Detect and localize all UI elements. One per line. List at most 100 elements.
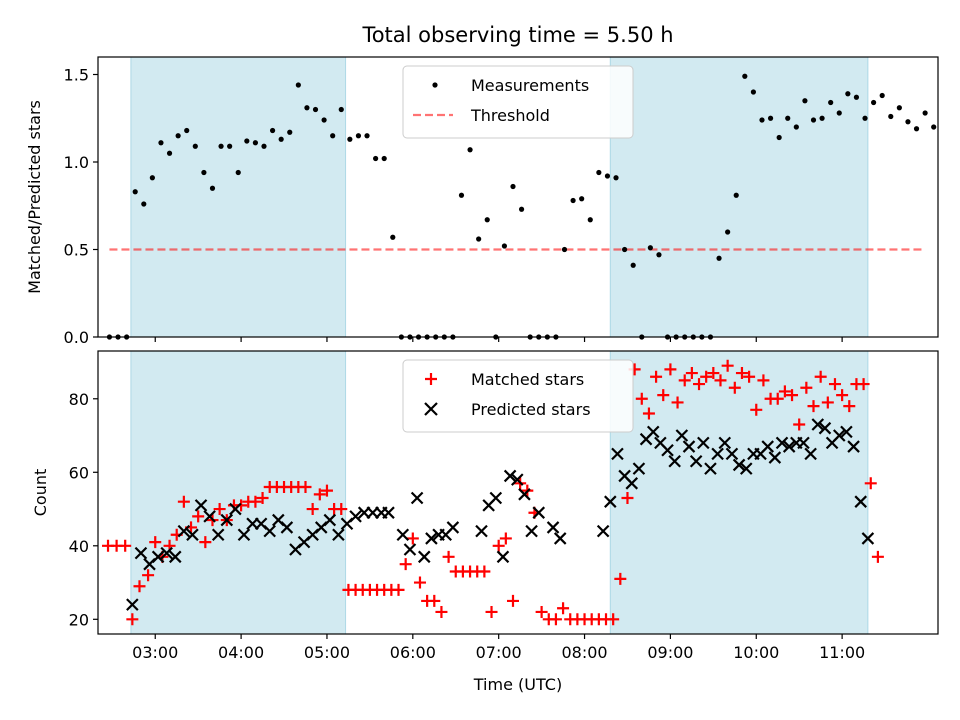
matched-star-marker: [800, 381, 813, 394]
observing-window-2: [609, 350, 869, 635]
y-tick-label: 80: [69, 390, 89, 409]
measurement-point: [871, 99, 877, 106]
matched-star-marker: [192, 510, 205, 523]
predicted-star-marker: [832, 429, 846, 442]
predicted-star-marker: [168, 550, 182, 564]
predicted-star-marker: [489, 491, 503, 505]
legend-label: Threshold: [470, 106, 550, 125]
matched-star-marker: [836, 389, 849, 402]
predicted-star-marker: [518, 488, 531, 501]
measurement-point: [828, 99, 834, 106]
measurement-point: [853, 94, 860, 100]
predicted-star-marker: [417, 550, 431, 564]
matched-star-marker: [664, 363, 677, 376]
y-tick-label: 0.5: [64, 241, 89, 260]
matched-star-marker: [399, 558, 412, 571]
matched-star-marker: [485, 605, 498, 618]
measurement-point: [184, 127, 190, 134]
measurement-point: [235, 169, 241, 176]
series-predicted-stars: [126, 418, 875, 611]
measurement-point: [733, 192, 739, 198]
predicted-star-marker: [661, 443, 674, 457]
measurement-point: [321, 117, 327, 123]
measurement-point: [149, 175, 155, 181]
matched-star-marker: [299, 480, 312, 493]
measurement-point: [244, 138, 250, 144]
measurement-point: [252, 140, 259, 146]
measurement-point: [338, 106, 344, 113]
matched-star-marker: [435, 605, 448, 618]
measurement-point: [922, 110, 928, 116]
matched-star-marker: [235, 499, 248, 512]
legend-box: [402, 359, 634, 433]
matched-star-marker: [621, 492, 634, 505]
axes-frame: [97, 56, 939, 338]
measurement-point: [467, 147, 473, 153]
predicted-star-marker: [446, 521, 460, 534]
matched-star-marker: [735, 367, 748, 380]
matched-star-marker: [492, 539, 505, 552]
y-axis-label: Matched/Predicted stars: [25, 100, 44, 294]
measurement-point: [793, 124, 799, 130]
predicted-star-marker: [425, 532, 438, 545]
predicted-star-marker: [854, 495, 868, 508]
predicted-star-marker: [689, 454, 703, 468]
measurement-point: [776, 134, 782, 141]
predicted-star-marker: [596, 524, 610, 538]
measurement-point: [381, 155, 387, 162]
predicted-star-marker: [546, 521, 560, 534]
matched-star-marker: [428, 594, 441, 607]
matched-star-marker: [678, 374, 691, 387]
measurement-point: [158, 140, 164, 146]
predicted-star-marker: [403, 543, 417, 556]
matched-star-marker: [721, 359, 734, 372]
matched-star-marker: [743, 370, 756, 383]
legend-box: [402, 65, 634, 139]
measurement-point: [278, 136, 284, 142]
series-matched-stars: [102, 359, 884, 626]
x-tick-label: 05:00: [304, 643, 350, 662]
measurement-point: [287, 129, 293, 135]
predicted-star-marker: [237, 528, 251, 542]
measurement-point: [347, 136, 353, 142]
matched-star-marker: [133, 580, 146, 593]
measurement-point: [132, 189, 138, 195]
observing-window-1: [130, 56, 347, 338]
predicted-star-marker: [797, 436, 810, 450]
predicted-star-marker: [625, 477, 639, 490]
matched-star-marker: [671, 396, 684, 409]
predicted-star-marker: [177, 524, 191, 538]
matched-star-marker: [757, 374, 770, 387]
measurement-point: [716, 255, 722, 261]
matched-star-marker: [685, 367, 698, 380]
matched-star-marker: [413, 576, 426, 589]
predicted-star-marker: [804, 447, 817, 461]
predicted-star-marker: [861, 532, 875, 545]
measurement-point: [767, 115, 774, 121]
matched-star-marker: [650, 370, 663, 383]
measurement-point: [596, 169, 602, 176]
measurement-point: [896, 105, 902, 111]
measurement-point: [261, 143, 267, 149]
measurement-point: [656, 252, 662, 258]
measurement-point: [725, 229, 731, 235]
matched-star-marker: [506, 594, 519, 607]
y-tick-label: 1.0: [64, 153, 89, 172]
x-tick-label: 07:00: [476, 643, 522, 662]
matched-star-marker: [442, 550, 455, 563]
count-panel: 20 40 60 80 03:00 04:00 05:00 06:00 07:00 08:00 09…: [31, 350, 939, 694]
matched-star-marker: [142, 569, 155, 582]
matched-star-marker: [857, 378, 870, 391]
x-tick-label: 08:00: [561, 643, 607, 662]
measurement-point: [484, 217, 490, 223]
matched-star-marker: [306, 503, 319, 516]
predicted-star-marker: [532, 506, 546, 519]
matched-star-marker: [119, 539, 132, 552]
legend-label: Measurements: [471, 76, 589, 95]
matched-star-marker: [335, 503, 348, 516]
matched-star-marker: [149, 536, 162, 549]
predicted-star-marker: [682, 440, 696, 453]
y-tick-label: 1.5: [64, 66, 89, 85]
measurement-point: [862, 115, 868, 121]
measurement-point: [304, 105, 310, 111]
